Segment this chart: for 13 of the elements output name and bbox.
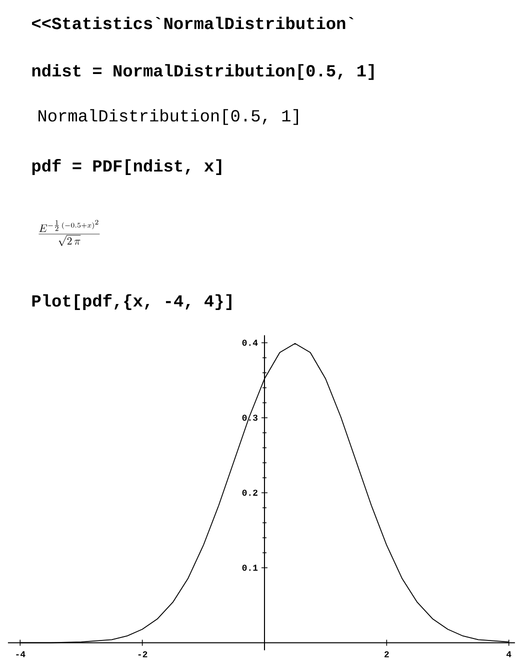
text: <<Statistics`NormalDistribution`	[32, 16, 354, 30]
x-tick-label: 2	[384, 651, 389, 658]
text: NormalDistribution[0.5, 1]	[38, 109, 298, 125]
y-tick-label: 0.4	[242, 340, 258, 346]
text: ndist = NormalDistribution[0.5, 1]	[32, 64, 374, 80]
x-tick-label: -4	[16, 651, 26, 658]
y-tick-label: 0.2	[242, 490, 258, 496]
y-tick-label: 0.1	[242, 564, 258, 571]
x-tick-label: 4	[506, 651, 512, 658]
text: pdf = PDF[ndist, x]	[32, 158, 222, 176]
x-tick-label: -2	[138, 651, 148, 658]
text: $\frac{E^{-\frac{1}{2}\,(-0.5+x)^{2}}}{\sqrt{2\,\pi}}$	[38, 220, 100, 246]
text: Plot[pdf,{x, -4, 4}]	[32, 294, 232, 310]
